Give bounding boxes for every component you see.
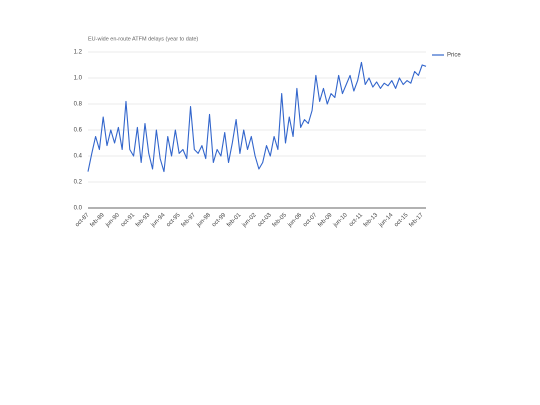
x-tick-label: feb-89: [89, 212, 106, 229]
x-tick-label: oct-15: [393, 212, 410, 229]
y-tick-label: 0.2: [74, 180, 83, 186]
x-tick-label: jun-98: [195, 212, 212, 229]
x-tick-label: jun-14: [378, 212, 395, 229]
x-tick-label: jun-94: [150, 212, 167, 229]
x-tick-label: jun-02: [241, 212, 258, 229]
x-tick-label: jun-90: [104, 212, 121, 229]
y-tick-label: 0.8: [74, 102, 83, 108]
x-tick-label: oct-91: [120, 212, 137, 229]
x-tick-label: feb-09: [317, 212, 334, 229]
x-tick-label: jun-06: [286, 212, 303, 229]
x-tick-label: feb-97: [181, 212, 198, 229]
x-tick-label: feb-01: [226, 212, 243, 229]
data-line: [87, 61, 427, 173]
y-tick-label: 0.6: [74, 128, 83, 134]
y-tick-label: 0.4: [74, 154, 83, 160]
x-tick-label: oct-99: [211, 212, 228, 229]
y-tick-label: 0.0: [74, 206, 83, 212]
x-tick-label: jun-10: [332, 212, 349, 229]
x-tick-label: oct-11: [348, 212, 364, 228]
legend-label: Price: [447, 53, 461, 59]
x-tick-label: oct-95: [166, 212, 183, 229]
x-tick-label: feb-05: [272, 212, 289, 229]
x-tick-label: feb-13: [363, 212, 380, 229]
x-tick-label: feb-17: [408, 212, 425, 229]
x-tick-label: feb-93: [135, 212, 152, 229]
y-tick-label: 1.0: [74, 76, 83, 82]
y-tick-label: 1.2: [74, 50, 83, 56]
x-tick-label: oct-03: [257, 212, 274, 229]
x-tick-label: oct-87: [74, 212, 91, 229]
chart-title: EU-wide en-route ATFM delays (year to da…: [88, 36, 198, 42]
x-tick-label: oct-07: [302, 212, 319, 229]
